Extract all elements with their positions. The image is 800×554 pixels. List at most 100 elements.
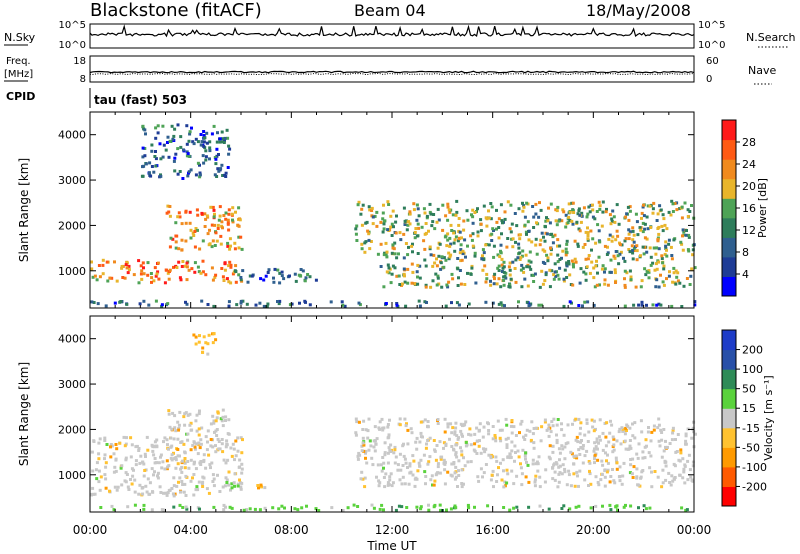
power-cell [535,221,538,225]
power-cell [690,267,694,271]
velocity-cell [661,468,665,472]
power-cell [504,276,508,280]
velocity-cell [523,438,527,441]
velocity-cell [576,440,580,444]
power-cell [655,267,659,271]
velocity-cell [505,446,509,449]
velocity-colorbar-swatch [722,349,736,370]
power-cell [614,281,617,284]
power-cell [447,257,451,261]
power-cell [203,212,207,216]
velocity-cell [197,412,201,416]
power-cell [663,223,667,227]
power-cell [185,154,189,158]
power-cell [266,271,270,274]
velocity-cell [396,463,400,467]
velocity-cell [197,443,201,447]
velocity-cell [383,453,387,457]
power-cell [149,272,153,275]
x-axis-label: Time UT [366,539,417,553]
velocity-cell [236,484,240,488]
power-cell [538,243,542,247]
velocity-cell [168,488,172,492]
power-cell [441,203,445,207]
power-cell [174,234,178,238]
velocity-cell [245,508,249,512]
velocity-cell [169,445,173,449]
noise-left-label: N.Sky [4,31,36,44]
power-cell [141,146,145,150]
velocity-cell [612,437,616,441]
power-cell [180,265,184,268]
velocity-cell [490,473,494,477]
velocity-cell [640,430,644,434]
power-cell [113,260,116,264]
velocity-cell [109,445,112,449]
velocity-cell [225,443,229,447]
velocity-cell [253,507,257,511]
power-cell [96,302,100,306]
velocity-cell [512,425,516,429]
velocity-cell [506,455,510,459]
power-cell [360,242,364,246]
power-cell [415,203,419,207]
date-label: 18/May/2008 [586,1,691,20]
velocity-cell [410,431,414,435]
power-cell [669,213,673,217]
velocity-cell [419,431,423,435]
velocity-cell [187,466,191,470]
velocity-cell [189,448,193,452]
velocity-cell [178,410,182,414]
power-cell [394,231,398,235]
power-cell [142,266,145,270]
power-cell [290,302,294,306]
velocity-cell [398,417,402,421]
power-cell [589,229,593,233]
power-cell [615,229,619,233]
velocity-cell [528,429,532,433]
velocity-cell [608,480,612,484]
x-tick-label: 12:00 [375,523,410,537]
velocity-cell [681,476,685,480]
velocity-cell [152,445,156,449]
power-cell [174,221,178,225]
velocity-region-0 [90,435,244,498]
velocity-cell [530,420,534,424]
velocity-cell [436,462,440,466]
power-cell [651,211,655,215]
power-cell [639,254,642,258]
power-cell [246,280,250,284]
power-cell [198,163,201,167]
power-cell [496,253,500,257]
power-cell [455,199,459,203]
power-cell [435,283,439,287]
power-cell [448,255,452,259]
velocity-cell [628,471,632,475]
velocity-cell [670,438,674,442]
velocity-cell [557,472,561,476]
power-cell [254,303,258,307]
power-cell [223,262,227,266]
velocity-cell [531,458,535,462]
power-cell [586,234,590,237]
power-region-4 [354,199,696,257]
velocity-cell [360,449,364,453]
velocity-cell [527,505,531,509]
velocity-cell [519,422,523,426]
velocity-cell [125,436,128,440]
velocity-cell [180,470,184,474]
velocity-cell [230,506,234,510]
velocity-cell [174,466,178,470]
power-cell [438,242,442,246]
power-cell [473,251,477,255]
velocity-cell [455,434,459,438]
power-cell [196,228,199,232]
velocity-cell [215,428,219,431]
power-cell [568,300,572,304]
power-cell [568,273,572,277]
power-cell [669,245,673,249]
power-cell [402,256,406,260]
power-cell [601,200,605,204]
velocity-cell [398,478,402,482]
power-cell [523,277,527,281]
